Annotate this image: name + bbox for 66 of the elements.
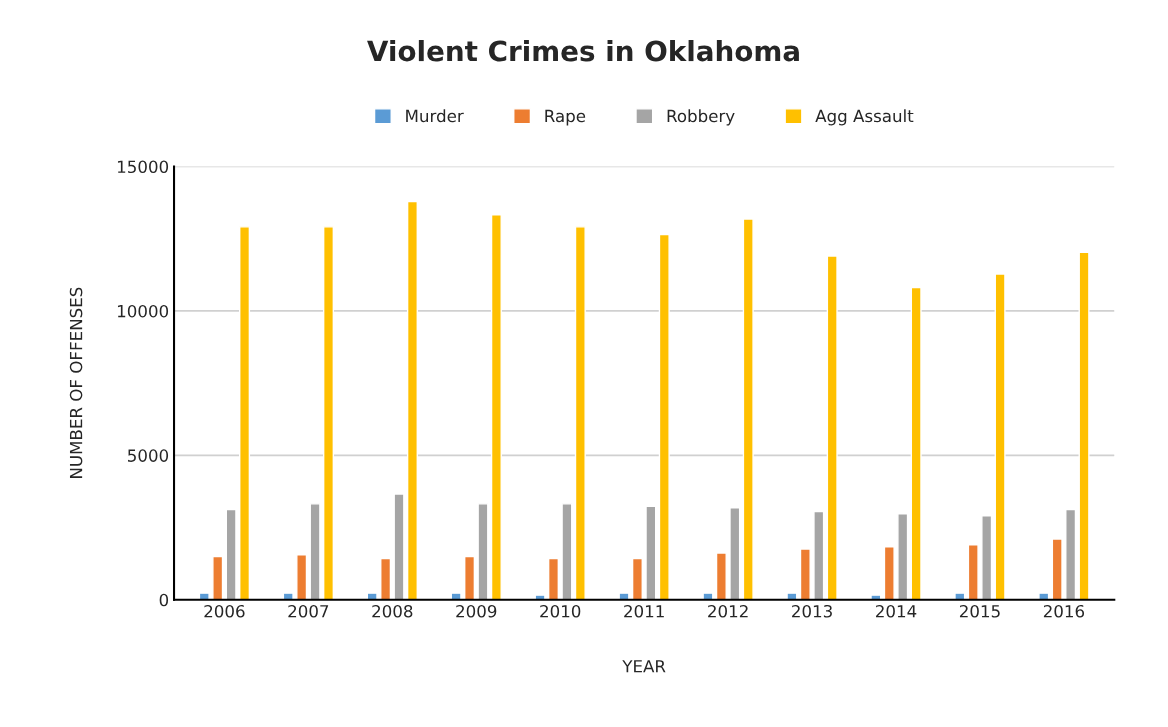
bar xyxy=(406,200,418,600)
bar xyxy=(883,546,895,600)
x-tick-label: 2010 xyxy=(540,604,581,618)
legend-label: Rape xyxy=(545,109,586,126)
x-tick-label: 2007 xyxy=(288,604,329,618)
bar xyxy=(618,592,630,600)
bar xyxy=(561,503,573,600)
bar xyxy=(534,594,546,600)
bar xyxy=(239,226,251,600)
bar xyxy=(282,592,294,600)
x-tick-label: 2008 xyxy=(372,604,413,618)
bar xyxy=(910,286,922,600)
bar xyxy=(212,555,224,600)
legend-label: Murder xyxy=(406,109,464,123)
bar xyxy=(702,592,714,600)
bar xyxy=(897,512,909,600)
y-tick-label: 0 xyxy=(159,593,169,607)
chart-title: Violent Crimes in Oklahoma xyxy=(367,39,799,62)
bar xyxy=(380,557,392,600)
bar xyxy=(1078,251,1090,600)
bar xyxy=(826,255,838,600)
bar xyxy=(729,507,741,600)
bar xyxy=(450,592,462,600)
bar xyxy=(309,503,321,600)
bar xyxy=(296,554,308,600)
bar xyxy=(645,505,657,600)
x-tick-label: 2009 xyxy=(456,604,497,618)
bar xyxy=(1065,508,1077,600)
bar xyxy=(547,557,560,600)
legend-label: Robbery xyxy=(667,109,735,126)
bar xyxy=(786,592,798,600)
bar xyxy=(742,218,754,600)
bar xyxy=(715,552,727,600)
bar xyxy=(366,592,378,600)
y-tick-label: 10000 xyxy=(117,304,169,318)
bar xyxy=(225,508,237,600)
bar xyxy=(393,493,405,600)
x-tick-label: 2011 xyxy=(624,604,664,618)
bar xyxy=(477,503,489,600)
bar xyxy=(1051,538,1063,600)
y-tick-label: 15000 xyxy=(117,160,169,174)
legend-label: Agg Assault xyxy=(815,109,914,126)
bar xyxy=(1038,592,1050,600)
x-tick-label: 2006 xyxy=(204,604,245,618)
bar xyxy=(813,510,825,600)
x-tick-label: 2015 xyxy=(959,604,1000,618)
bar xyxy=(658,233,670,600)
bar xyxy=(322,226,335,600)
x-tick-label: 2013 xyxy=(792,604,832,618)
bar xyxy=(954,592,966,600)
bar xyxy=(490,214,502,600)
bar xyxy=(967,544,979,600)
x-tick-label: 2014 xyxy=(876,604,917,618)
bar xyxy=(994,273,1006,600)
y-axis-title: NUMBER OF OFFENSES xyxy=(69,287,83,478)
y-tick-label: 5000 xyxy=(128,449,169,462)
bar xyxy=(198,592,210,600)
bar xyxy=(799,548,811,600)
x-axis-title: YEAR xyxy=(622,660,666,673)
x-tick-label: 2016 xyxy=(1043,604,1085,618)
bar xyxy=(464,555,476,600)
bar xyxy=(574,226,586,600)
x-tick-label: 2012 xyxy=(708,604,748,618)
bar xyxy=(631,557,643,600)
bar xyxy=(870,594,882,600)
bar xyxy=(981,515,993,600)
